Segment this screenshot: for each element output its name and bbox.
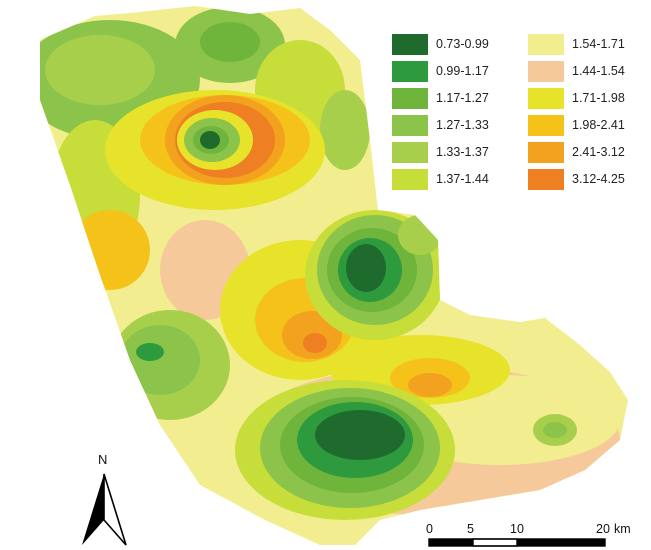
basin-s-core [315,410,405,460]
hotspot-center-core [303,333,327,353]
legend-swatch [528,61,564,82]
legend-swatch [528,88,564,109]
legend-label: 2.41-3.12 [572,145,625,159]
legend-swatch [392,115,428,136]
scale-tick-5: 5 [467,522,474,536]
band-green-north-inner [200,22,260,62]
north-label: N [98,452,108,467]
patch-east-green-core [543,422,567,438]
legend-label: 1.44-1.54 [572,64,625,78]
band-green-nw-inner [45,35,155,105]
legend-swatch [528,142,564,163]
scale-bar: 0 5 10 20 km [426,522,646,548]
legend-swatch [528,115,564,136]
scale-tick-10: 10 [510,522,524,536]
legend-label: 0.99-1.17 [436,64,489,78]
patch-ne-green [398,215,442,255]
basin-ne-core [346,244,386,292]
legend-label: 1.33-1.37 [436,145,489,159]
legend-swatch [392,34,428,55]
legend-swatch [392,142,428,163]
scale-bar-graphic [428,538,606,547]
legend-label: 1.27-1.33 [436,118,489,132]
legend-label: 1.37-1.44 [436,172,489,186]
legend-label: 1.98-2.41 [572,118,625,132]
legend-label: 1.54-1.71 [572,37,625,51]
scale-tick-20: 20 [596,522,610,536]
legend-swatch [528,169,564,190]
hotspot-nw-core [200,131,220,149]
legend-swatch [392,169,428,190]
north-arrow-icon [82,473,127,546]
scale-tick-0: 0 [426,522,433,536]
scale-unit: km [614,522,631,536]
legend-label: 0.73-0.99 [436,37,489,51]
band-green-ne [320,90,370,170]
hotspot-se-orange [408,373,452,397]
legend-swatch [392,61,428,82]
legend-label: 3.12-4.25 [572,172,625,186]
legend-label: 1.71-1.98 [572,91,625,105]
legend-label: 1.17-1.27 [436,91,489,105]
band-green-sw-mid [120,325,200,395]
band-green-sw-core [136,343,164,361]
legend-swatch [392,88,428,109]
legend: 0.73-0.99 0.99-1.17 1.17-1.27 1.27-1.33 … [392,34,642,194]
legend-swatch [528,34,564,55]
band-orange-west [70,210,150,290]
